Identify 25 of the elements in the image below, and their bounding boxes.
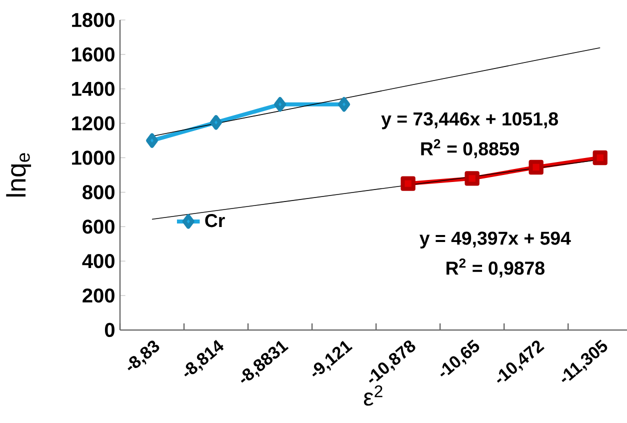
point [274, 97, 286, 112]
y-tick-label: 1600 [72, 47, 114, 62]
annotation: R$^{2}$ = 0,9878 [446, 258, 544, 278]
y-tick-label: 1200 [72, 116, 114, 130]
point [146, 133, 158, 148]
y-tick-label: 200 [82, 288, 114, 303]
legend-label: Cr [205, 214, 225, 228]
y-axis-title: lnq$_{e}$ [6, 153, 32, 197]
point [210, 115, 222, 130]
y-tick-label: 1800 [72, 12, 114, 28]
point [528, 160, 544, 175]
y-tick-label: 1000 [72, 150, 114, 165]
y-tick-label: 800 [82, 185, 114, 200]
annotation: y = 49,397x + 594 [420, 232, 571, 249]
point [400, 176, 416, 191]
x-axis-title: ε$^{2}$ [364, 385, 382, 406]
annotation: R$^{2}$ = 0,8859 [421, 139, 520, 158]
point [592, 150, 608, 166]
point [464, 171, 480, 186]
annotation: y = 73,446x + 1051,8 [381, 112, 558, 130]
y-tick-label: 1400 [72, 82, 114, 96]
point [338, 97, 350, 112]
y-tick-label: 600 [82, 220, 114, 234]
y-tick-label: 400 [82, 254, 114, 268]
y-tick-label: 0 [104, 322, 114, 338]
